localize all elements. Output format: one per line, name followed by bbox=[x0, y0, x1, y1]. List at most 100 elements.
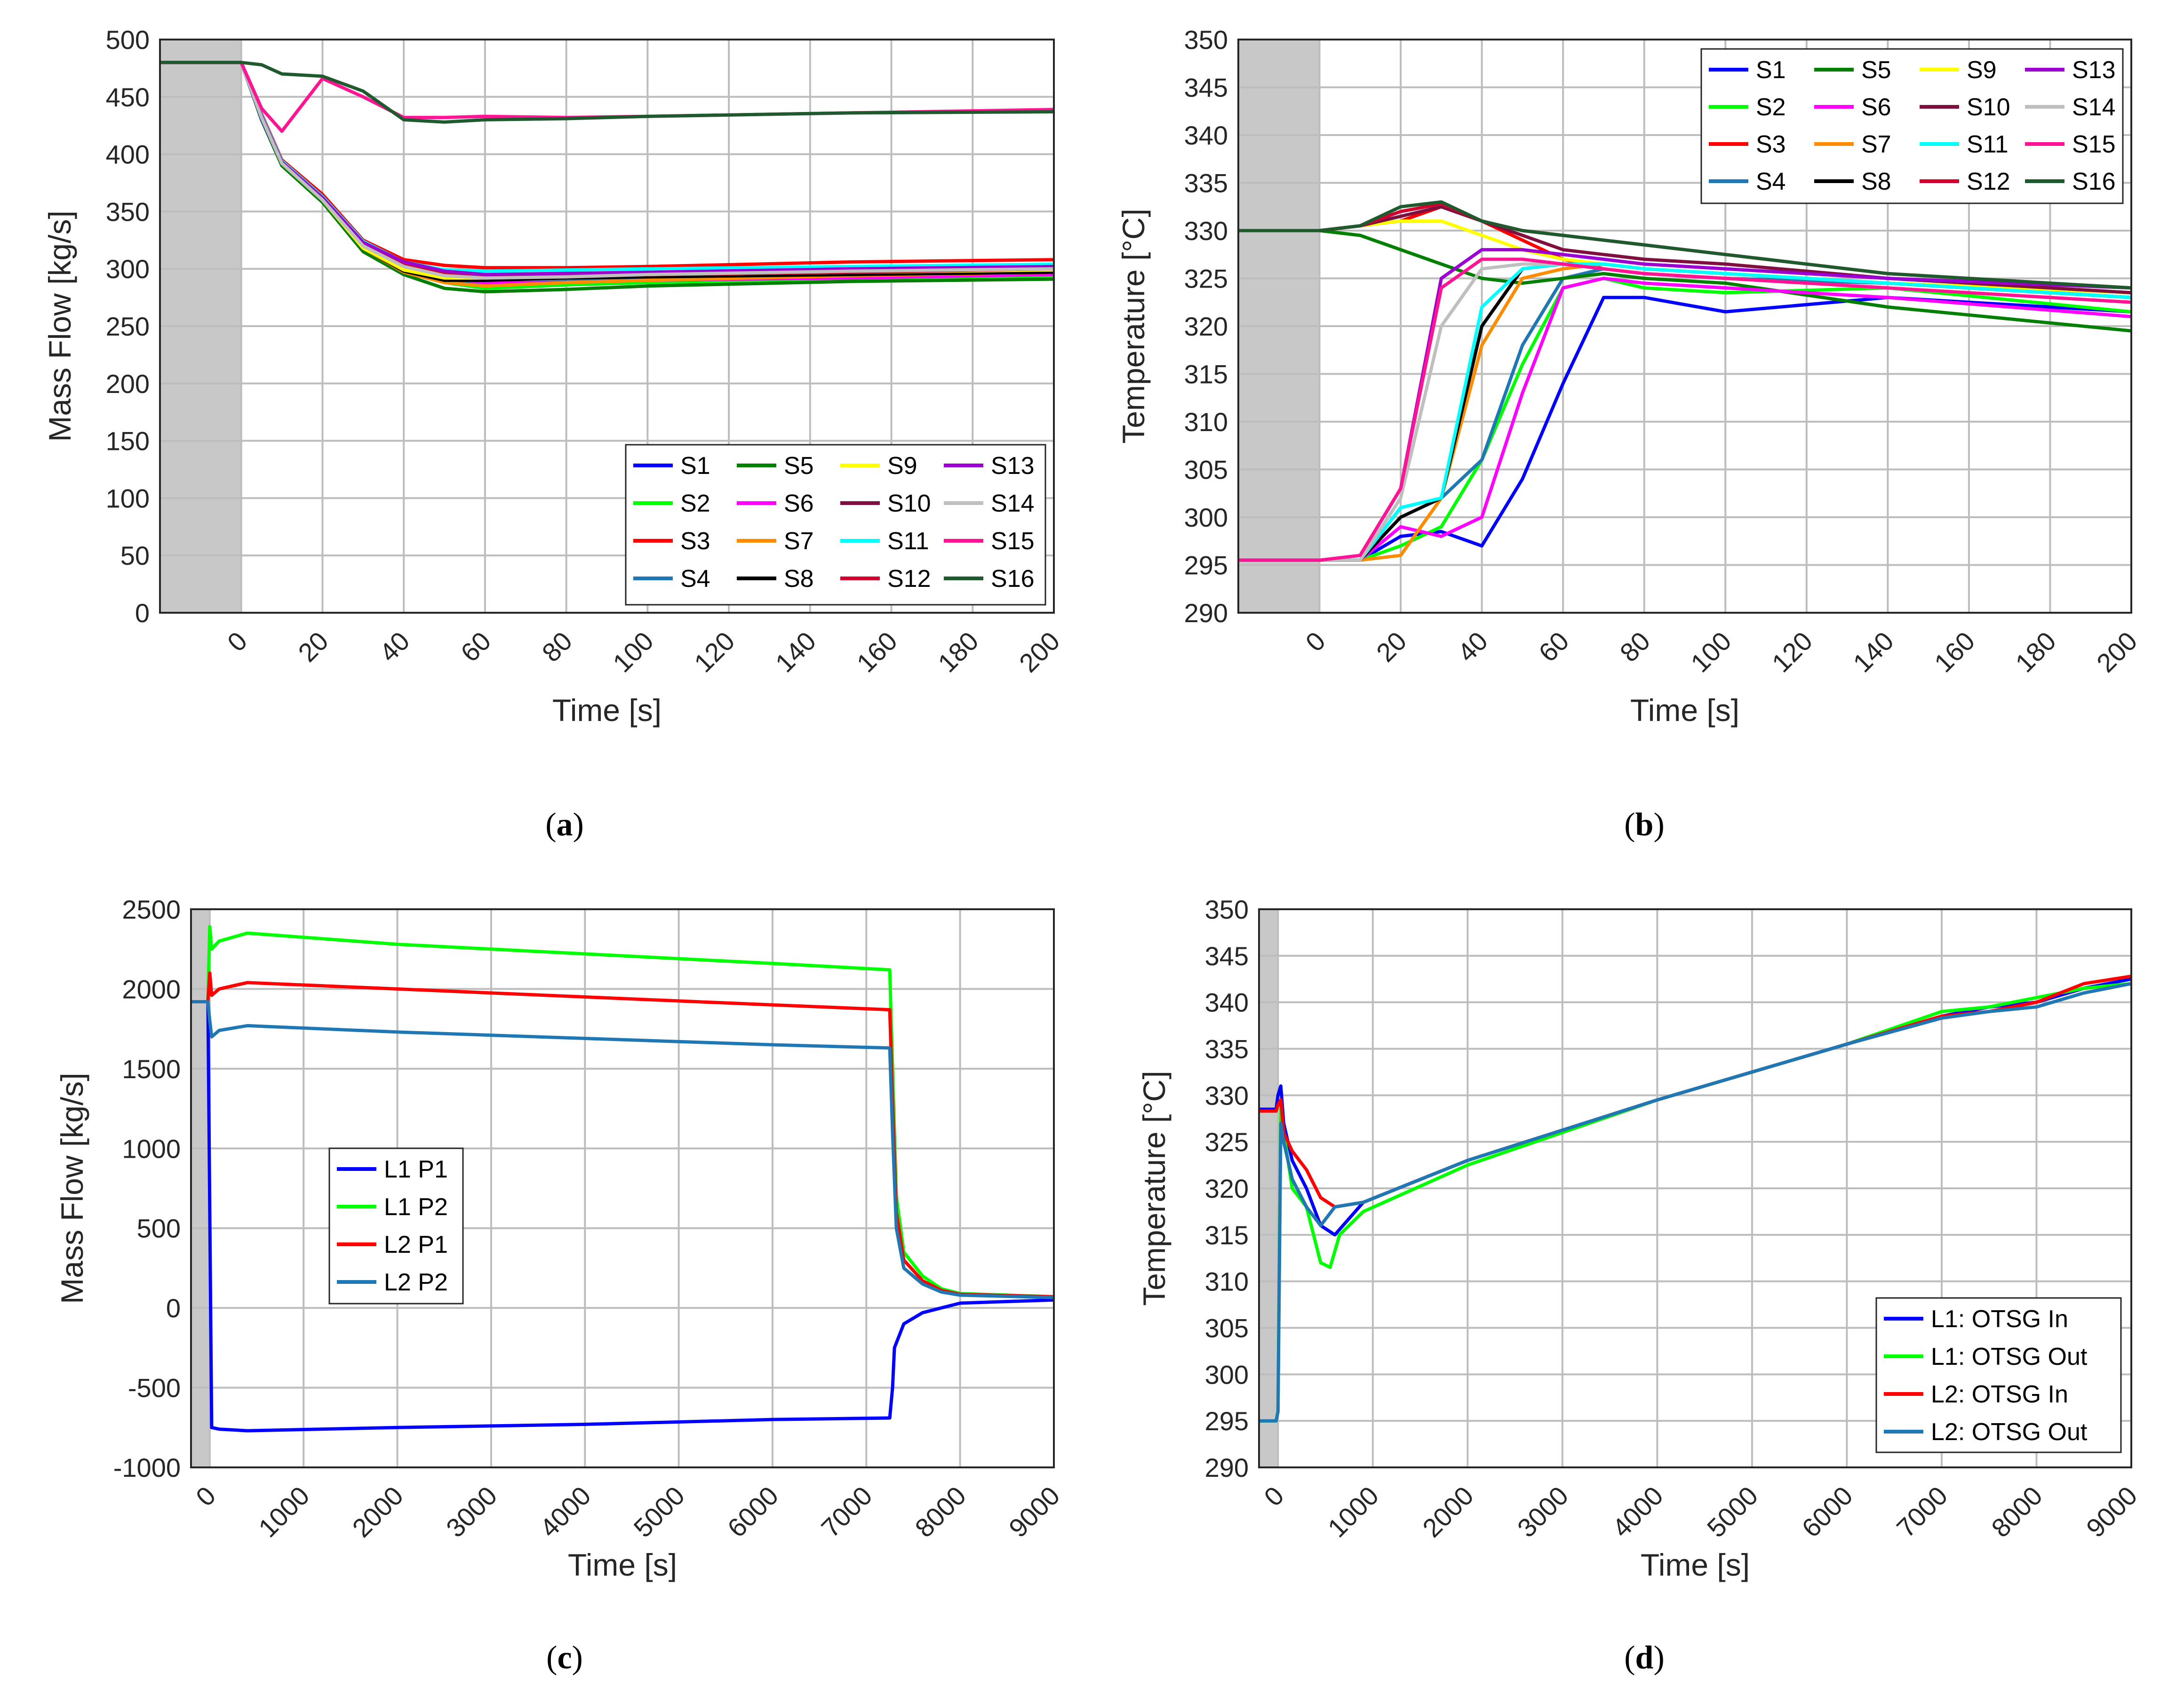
legend-label: L2: OTSG Out bbox=[1931, 1418, 2088, 1446]
x-tick-label: 9000 bbox=[2080, 1481, 2143, 1543]
x-tick-label: 7000 bbox=[815, 1481, 878, 1543]
legend: L1 P1 L1 P2 L2 P1 L2 P2 bbox=[328, 1147, 464, 1305]
x-tick-label: 60 bbox=[455, 626, 497, 668]
legend-label: S4 bbox=[680, 565, 710, 593]
x-tick-label: 120 bbox=[1766, 626, 1818, 678]
x-tick-label: 180 bbox=[932, 626, 984, 678]
series-line-s5 bbox=[1238, 229, 2131, 333]
legend-label: S15 bbox=[991, 528, 1035, 555]
x-tick-label: 4000 bbox=[1606, 1481, 1669, 1543]
y-tick-label: 335 bbox=[1184, 168, 1228, 198]
y-tick-label: 290 bbox=[1184, 598, 1228, 628]
y-tick-label: 315 bbox=[1184, 360, 1228, 389]
panel-label: (c) bbox=[546, 1640, 583, 1676]
legend-label: S9 bbox=[1967, 56, 1997, 84]
legend-label: S6 bbox=[1861, 94, 1891, 121]
x-tick-label: 60 bbox=[1533, 626, 1575, 668]
legend-label: S11 bbox=[887, 528, 929, 555]
legend-box bbox=[1875, 1297, 2122, 1453]
y-tick-label: 330 bbox=[1205, 1081, 1249, 1110]
x-tick-label: 140 bbox=[1847, 626, 1899, 678]
y-tick-label: 320 bbox=[1205, 1174, 1249, 1203]
legend-label: S7 bbox=[784, 528, 814, 555]
legend-label: S10 bbox=[887, 490, 931, 517]
x-tick-label: 20 bbox=[292, 626, 334, 668]
y-tick-label: 100 bbox=[106, 483, 150, 513]
chart-d: 290 295 300 305 310 315 320 325 330 335 340 345 350 0… bbox=[1137, 895, 2143, 1676]
plot-frame bbox=[190, 908, 1055, 1468]
y-tick-label: 325 bbox=[1184, 264, 1228, 294]
series-line-s7 bbox=[1238, 262, 2131, 562]
panel-label: (d) bbox=[1624, 1640, 1665, 1676]
legend-label: L1: OTSG Out bbox=[1931, 1343, 2088, 1370]
legend-label: S5 bbox=[784, 452, 814, 480]
legend-label: S13 bbox=[2072, 56, 2116, 84]
y-tick-label: 290 bbox=[1205, 1453, 1249, 1482]
series-line-s14 bbox=[1238, 262, 2131, 562]
legend-label: S16 bbox=[991, 565, 1035, 593]
y-tick-label: 2000 bbox=[122, 974, 181, 1004]
x-axis-label: Time [s] bbox=[552, 693, 662, 728]
series-line-s15 bbox=[1238, 257, 2131, 562]
x-tick-label: 200 bbox=[1013, 626, 1066, 678]
legend-label: S6 bbox=[784, 490, 814, 517]
legend-label: L2: OTSG In bbox=[1931, 1381, 2068, 1408]
legend-label: S4 bbox=[1756, 168, 1786, 195]
legend: S1 S2 S3 S4 S5 S6 S7 S8 S9 S10 S11 S12 S13 S14 S15 S16 bbox=[1700, 48, 2124, 204]
y-tick-label: 350 bbox=[106, 197, 150, 226]
series-line-s16 bbox=[160, 61, 1054, 124]
y-tick-label: 1000 bbox=[122, 1134, 181, 1163]
chart-a: 0 50 100 150 200 250 300 350 400 450 500 0 20 40 60 80 1… bbox=[42, 25, 1065, 843]
x-tick-label: 100 bbox=[1685, 626, 1737, 678]
x-tick-label: 0 bbox=[1299, 626, 1331, 657]
x-tick-label: 40 bbox=[1452, 626, 1494, 668]
y-axis-label: Temperature [°C] bbox=[1137, 1071, 1172, 1306]
y-tick-label: 310 bbox=[1184, 407, 1228, 437]
y-tick-label: 150 bbox=[106, 426, 150, 456]
legend-label: S8 bbox=[784, 565, 814, 593]
series-line-s8 bbox=[1238, 262, 2131, 562]
y-tick-label: 1500 bbox=[122, 1054, 181, 1084]
x-tick-label: 3000 bbox=[440, 1481, 503, 1543]
chart-c: -1000 -500 0 500 1000 1500 2000 2500 0 1000 2000 30… bbox=[55, 895, 1065, 1676]
legend-label: S12 bbox=[1967, 168, 2010, 195]
x-axis-label: Time [s] bbox=[1641, 1547, 1750, 1582]
x-tick-label: 200 bbox=[2091, 626, 2143, 678]
legend-box bbox=[1700, 48, 2124, 204]
x-tick-label: 1000 bbox=[1322, 1481, 1385, 1543]
y-tick-label: 320 bbox=[1184, 312, 1228, 341]
y-tick-label: 50 bbox=[120, 541, 150, 570]
x-tick-label: 8000 bbox=[1985, 1481, 2048, 1543]
x-tick-label: 160 bbox=[1929, 626, 1981, 678]
x-tick-label: 6000 bbox=[722, 1481, 784, 1543]
legend-label: L1: OTSG In bbox=[1931, 1306, 2068, 1333]
legend-box bbox=[328, 1147, 464, 1305]
legend-label: S10 bbox=[1967, 94, 2010, 121]
x-tick-label: 6000 bbox=[1796, 1481, 1858, 1543]
x-tick-label: 4000 bbox=[534, 1481, 597, 1543]
y-tick-label: -500 bbox=[128, 1373, 181, 1403]
x-tick-label: 80 bbox=[1614, 626, 1656, 668]
legend-label: S9 bbox=[887, 452, 917, 480]
y-tick-label: 2500 bbox=[122, 895, 181, 924]
y-tick-label: 305 bbox=[1184, 455, 1228, 485]
legend-label: S14 bbox=[2072, 94, 2116, 121]
y-tick-label: 325 bbox=[1205, 1127, 1249, 1157]
plot-frame bbox=[1258, 908, 2132, 1468]
x-tick-label: 0 bbox=[222, 626, 253, 657]
y-tick-label: 350 bbox=[1205, 895, 1249, 924]
legend-label: L2 P2 bbox=[384, 1269, 448, 1296]
legend-label: L2 P1 bbox=[384, 1231, 448, 1258]
panel-label: (a) bbox=[545, 807, 584, 843]
series-line-l1-p2 bbox=[191, 925, 1054, 1298]
x-tick-label: 80 bbox=[536, 626, 578, 668]
plot-frame bbox=[159, 39, 1055, 614]
y-tick-label: 335 bbox=[1205, 1034, 1249, 1064]
x-tick-label: 180 bbox=[2009, 626, 2062, 678]
panel-label: (b) bbox=[1624, 807, 1665, 843]
x-tick-label: 100 bbox=[607, 626, 659, 678]
x-tick-label: 3000 bbox=[1512, 1481, 1574, 1543]
y-axis-label: Mass Flow [kg/s] bbox=[42, 210, 77, 441]
series-group bbox=[1259, 974, 2131, 1423]
legend: L1: OTSG In L1: OTSG Out L2: OTSG In L2: OT… bbox=[1875, 1297, 2122, 1453]
